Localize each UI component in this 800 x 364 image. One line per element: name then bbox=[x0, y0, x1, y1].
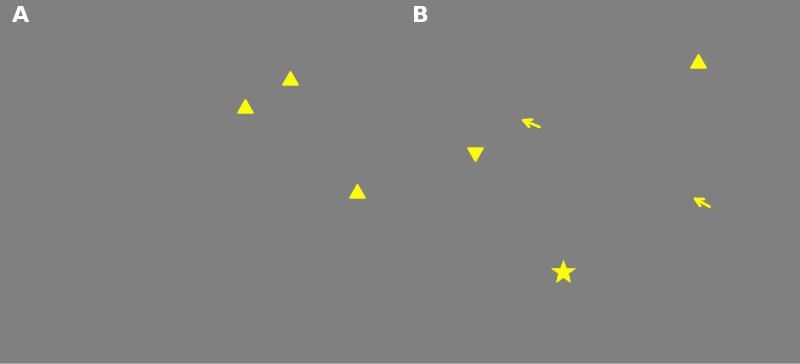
Text: A: A bbox=[12, 6, 30, 26]
Text: B: B bbox=[412, 6, 429, 26]
